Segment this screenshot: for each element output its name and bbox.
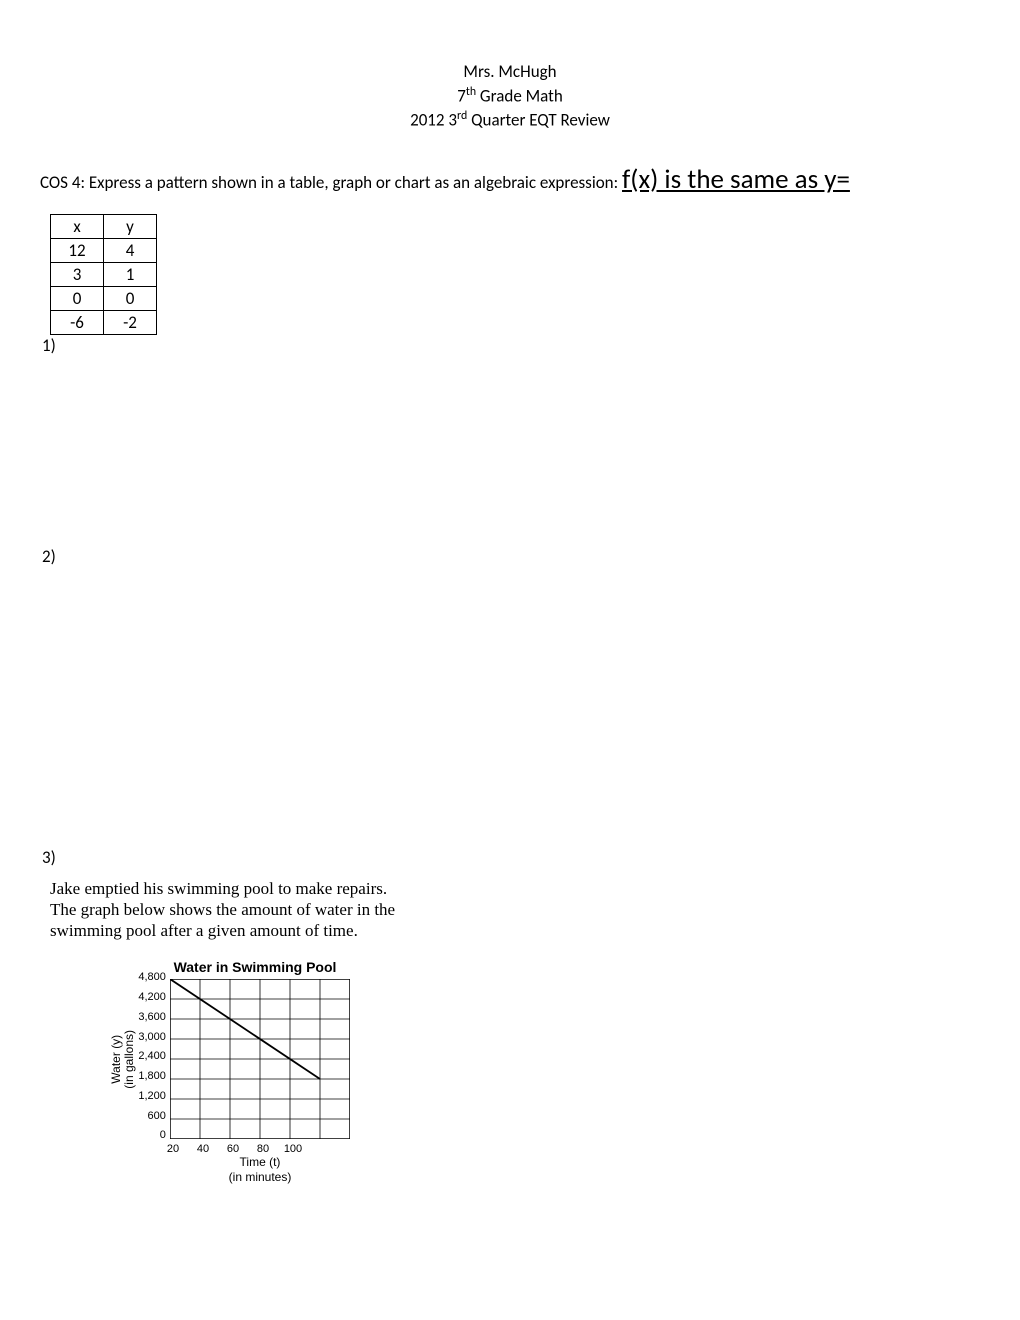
- table-header-y: y: [104, 214, 157, 238]
- ylabel-1: Water (y): [109, 1035, 123, 1084]
- teacher-name: Mrs. McHugh: [40, 60, 980, 84]
- chart-yticks: 4,800 4,200 3,600 3,000 2,400 1,800 1,200 600 0: [138, 971, 166, 1141]
- xtick-label: 20: [158, 1143, 188, 1155]
- table-header-x: x: [51, 214, 104, 238]
- xtick-label: 100: [278, 1143, 308, 1155]
- table-row: -6 -2: [51, 310, 157, 334]
- table-row: 12 4: [51, 238, 157, 262]
- table-row: 3 1: [51, 262, 157, 286]
- chart-title: Water in Swimming Pool: [140, 959, 370, 975]
- ytick-label: 600: [138, 1110, 166, 1122]
- table-cell: 0: [104, 286, 157, 310]
- grade-pre: 7: [457, 85, 466, 106]
- ytick-label: 4,200: [138, 991, 166, 1003]
- ytick-label: 2,400: [138, 1050, 166, 1062]
- chart-xticks: 20406080100: [158, 1143, 370, 1155]
- table-cell: 12: [51, 238, 104, 262]
- question-3: 3): [42, 847, 980, 868]
- grade-sup: th: [466, 85, 476, 99]
- grade-line: 7th Grade Math: [40, 84, 980, 108]
- cos-line: COS 4: Express a pattern shown in a tabl…: [40, 163, 980, 196]
- table-row: 0 0: [51, 286, 157, 310]
- xy-table: x y 12 4 3 1 0 0 -6 -2: [50, 214, 157, 335]
- cos-text: COS 4: Express a pattern shown in a tabl…: [40, 172, 622, 193]
- question-1: 1): [42, 335, 980, 356]
- xlabel-1: Time (t): [240, 1155, 281, 1169]
- table-cell: -6: [51, 310, 104, 334]
- review-sup: rd: [457, 109, 467, 123]
- table-cell: -2: [104, 310, 157, 334]
- pool-chart: Water in Swimming Pool Water (y) (in gal…: [110, 959, 370, 1184]
- question-2: 2): [42, 546, 980, 567]
- fx-note: f(x) is the same as y=: [622, 163, 850, 196]
- table-cell: 1: [104, 262, 157, 286]
- table-cell: 4: [104, 238, 157, 262]
- table-cell: 0: [51, 286, 104, 310]
- review-pre: 2012 3: [410, 110, 457, 131]
- xtick-label: 60: [218, 1143, 248, 1155]
- grade-post: Grade Math: [476, 85, 563, 106]
- chart-svg: [170, 979, 350, 1139]
- ytick-label: 0: [138, 1129, 166, 1141]
- ytick-label: 3,600: [138, 1011, 166, 1023]
- ytick-label: 4,800: [138, 971, 166, 983]
- chart-ylabel: Water (y) (in gallons): [110, 1030, 136, 1089]
- table-cell: 3: [51, 262, 104, 286]
- review-post: Quarter EQT Review: [467, 110, 610, 131]
- ytick-label: 3,000: [138, 1031, 166, 1043]
- ylabel-2: (in gallons): [122, 1030, 136, 1089]
- xtick-label: 80: [248, 1143, 278, 1155]
- review-line: 2012 3rd Quarter EQT Review: [40, 108, 980, 132]
- table-row: x y: [51, 214, 157, 238]
- chart-xlabel: Time (t) (in minutes): [150, 1155, 370, 1184]
- problem-3-text: Jake emptied his swimming pool to make r…: [50, 878, 410, 942]
- ytick-label: 1,800: [138, 1070, 166, 1082]
- xlabel-2: (in minutes): [229, 1170, 292, 1184]
- xtick-label: 40: [188, 1143, 218, 1155]
- ytick-label: 1,200: [138, 1090, 166, 1102]
